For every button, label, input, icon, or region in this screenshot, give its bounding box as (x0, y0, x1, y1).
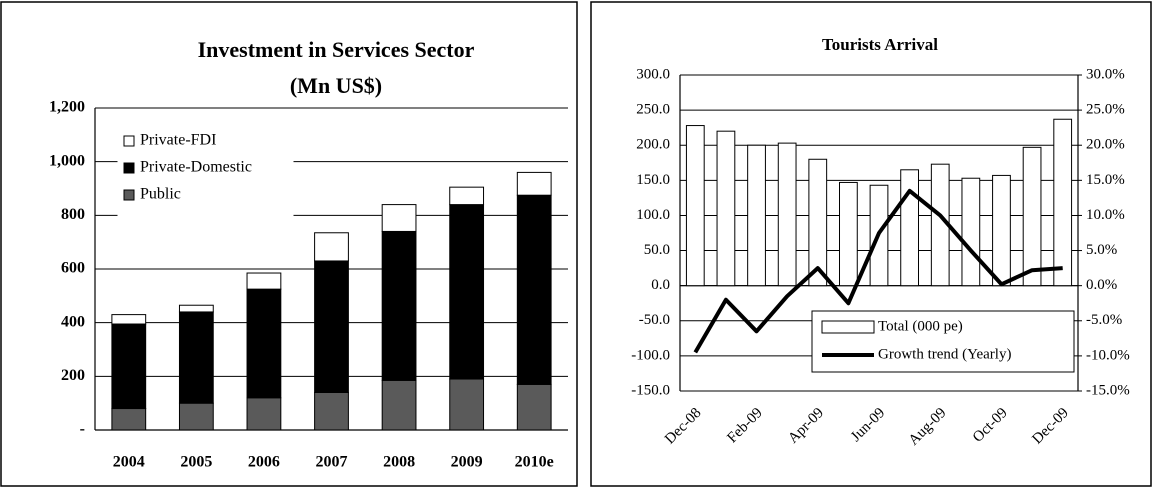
bar (178, 304, 214, 313)
y-tick-label: 0.0 (651, 277, 670, 293)
line (693, 188, 1063, 354)
bar (381, 230, 417, 381)
y-tick-label: 400 (61, 313, 85, 330)
y-tick-label: 300.0 (636, 66, 670, 82)
y-tick-label: 200.0 (636, 137, 670, 153)
chart-title: Tourists Arrival (822, 35, 938, 54)
y-tick-label: - (80, 421, 85, 438)
y-tick-label: 250.0 (636, 102, 670, 118)
bar (685, 125, 705, 287)
y-tick-label: 100.0 (636, 207, 670, 223)
bar (111, 314, 147, 325)
x-tick-label: 2005 (180, 454, 212, 471)
y2-tick-label: -15.0% (1086, 382, 1130, 398)
bar (516, 383, 552, 431)
chart-subtitle: (Mn US$) (290, 73, 382, 98)
legend-label: Total (000 pe) (878, 318, 963, 334)
legend-label: Private-FDI (140, 132, 216, 149)
y-tick-label: 1,000 (49, 152, 85, 169)
y-tick-label: 600 (61, 260, 85, 277)
legend-label: Growth trend (Yearly) (878, 346, 1011, 362)
bar (246, 272, 282, 290)
legend-box (117, 124, 294, 226)
x-tick-label: 2008 (383, 454, 415, 471)
y2-tick-label: 15.0% (1086, 172, 1125, 188)
y2-tick-label: 20.0% (1086, 137, 1125, 153)
y2-tick-label: 30.0% (1086, 66, 1125, 82)
y-tick-label: 200 (61, 367, 85, 384)
x-tick-label: 2006 (248, 454, 280, 471)
bar (314, 260, 349, 393)
bar (449, 378, 485, 431)
bar (839, 181, 858, 287)
x-tick-label: 2010e (515, 454, 554, 471)
y-tick-label: 1,200 (49, 99, 85, 116)
legend-swatch (821, 320, 875, 334)
bar (1053, 118, 1073, 287)
bar (111, 408, 147, 431)
bar (777, 142, 797, 287)
bar (747, 144, 766, 287)
bar (516, 194, 552, 385)
legend-label: Private-Domestic (140, 159, 252, 176)
bar (246, 288, 282, 399)
bar (449, 186, 485, 206)
bar (178, 402, 214, 431)
y-tick-label: 150.0 (636, 172, 670, 188)
y-tick-label: 50.0 (644, 242, 670, 258)
y-tick-label: -100.0 (631, 347, 670, 363)
bar (381, 379, 417, 431)
bar (314, 391, 349, 431)
y-tick-label: 800 (61, 206, 85, 223)
x-tick-label: 2007 (316, 454, 348, 471)
legend-swatch (123, 135, 135, 147)
bar (381, 204, 417, 232)
legend-swatch (123, 189, 135, 201)
bar (900, 169, 919, 287)
bar (516, 171, 552, 196)
y2-tick-label: -10.0% (1086, 347, 1130, 363)
bar (246, 397, 282, 431)
chart-title: Investment in Services Sector (198, 37, 475, 62)
y2-tick-label: 10.0% (1086, 207, 1125, 223)
y2-tick-label: -5.0% (1086, 312, 1122, 328)
bar (1022, 146, 1042, 287)
bar (961, 177, 981, 287)
y-tick-label: -150.0 (631, 382, 670, 398)
bar (992, 174, 1011, 287)
bar (178, 311, 214, 404)
y2-tick-label: 25.0% (1086, 102, 1125, 118)
bar (449, 204, 485, 380)
legend-swatch (123, 162, 135, 174)
y2-tick-label: 5.0% (1086, 242, 1117, 258)
bar (314, 232, 349, 262)
bar (716, 130, 736, 287)
y2-tick-label: 0.0% (1086, 277, 1117, 293)
x-tick-label: 2009 (451, 454, 483, 471)
legend-label: Public (140, 186, 181, 203)
bar (808, 158, 828, 287)
x-tick-label: 2004 (113, 454, 145, 471)
bar (111, 323, 147, 410)
y-tick-label: -50.0 (639, 312, 670, 328)
